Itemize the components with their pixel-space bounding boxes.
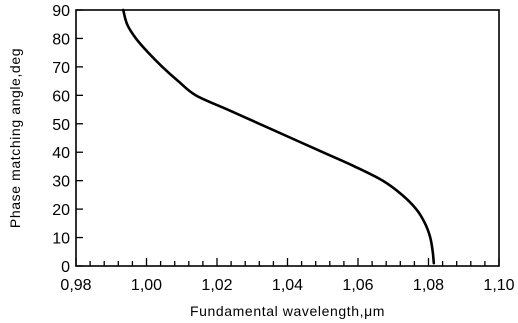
x-tick-label: 1,04	[272, 277, 303, 294]
y-axis-title: Phase matching angle,deg	[7, 48, 23, 228]
y-tick-label: 90	[52, 3, 70, 20]
y-tick-label: 50	[52, 117, 70, 134]
y-tick-label: 70	[52, 60, 70, 77]
x-tick-label: 0,98	[60, 277, 91, 294]
y-tick-label: 20	[52, 202, 70, 219]
y-tick-label: 10	[52, 231, 70, 248]
y-tick-label: 40	[52, 145, 70, 162]
x-axis-ticks	[75, 258, 500, 266]
x-tick-label: 1,10	[483, 277, 514, 294]
y-tick-label: 0	[61, 259, 70, 276]
phase-matching-curve	[121, 8, 436, 265]
y-tick-label: 30	[52, 174, 70, 191]
y-tick-label: 80	[52, 31, 70, 48]
plot-frame	[75, 9, 500, 267]
x-tick-label: 1,08	[413, 277, 444, 294]
x-tick-label: 1,06	[342, 277, 373, 294]
x-axis-title: Fundamental wavelength,μm	[190, 303, 385, 319]
y-axis-ticks	[76, 9, 83, 267]
x-tick-label: 1,02	[201, 277, 232, 294]
y-tick-labels: 0 10 20 30 40 50 60 70 80 90	[52, 3, 70, 276]
y-tick-label: 60	[52, 88, 70, 105]
x-tick-labels: 0,98 1,00 1,02 1,04 1,06 1,08 1,10	[60, 277, 514, 294]
x-tick-label: 1,00	[131, 277, 162, 294]
